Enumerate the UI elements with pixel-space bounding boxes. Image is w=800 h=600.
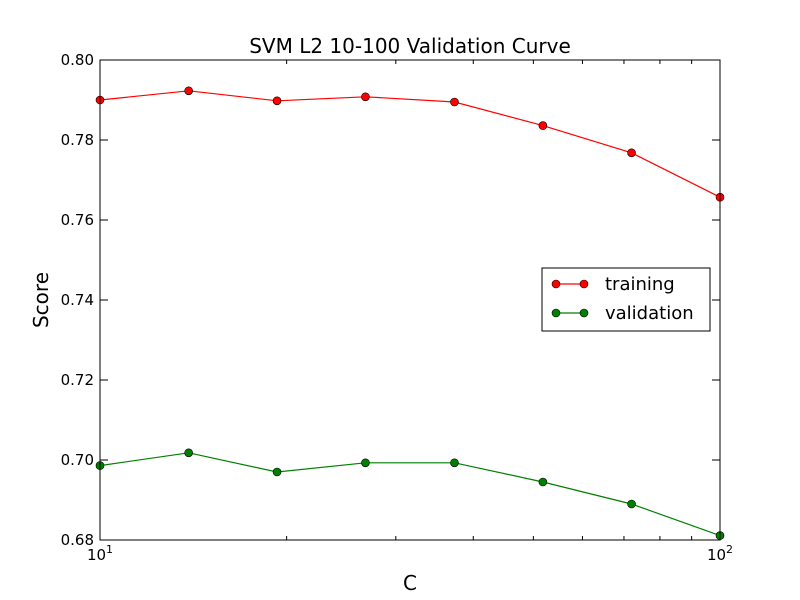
data-point-training [450,97,459,107]
data-point-validation [361,458,370,468]
series-line-validation [99,452,721,537]
x-axis-label: C [403,571,417,595]
data-point-validation [538,477,548,487]
legend-marker-training [579,279,589,289]
y-tick-label: 0.74 [61,291,94,309]
legend-marker-training [551,279,561,289]
y-tick-label: 0.76 [61,211,94,229]
data-point-training [272,96,282,106]
x-tick-label: 101 [87,543,113,564]
legend-marker-validation [579,308,589,318]
y-tick-label: 0.80 [61,51,94,69]
data-point-validation [184,448,193,458]
data-point-training [184,86,193,96]
data-point-training [361,92,370,102]
x-tick-label: 102 [707,543,733,564]
y-tick-label: 0.68 [61,531,94,549]
y-axis-label: Score [29,272,53,328]
y-tick-label: 0.78 [61,131,94,149]
legend-marker-validation [551,308,561,318]
chart-title: SVM L2 10-100 Validation Curve [249,34,571,58]
legend: training validation [541,267,711,332]
y-tick-label: 0.70 [61,451,94,469]
series-line-training [99,90,721,198]
data-point-training [627,148,636,158]
data-point-validation [272,467,282,477]
legend-box [541,267,711,332]
legend-label-validation: validation [605,303,694,324]
data-point-validation [627,499,636,509]
legend-label-training: training [605,274,675,295]
data-point-validation [450,458,459,468]
data-point-training [538,121,548,130]
plot-area-frame [99,59,721,541]
y-tick-label: 0.72 [61,371,94,389]
